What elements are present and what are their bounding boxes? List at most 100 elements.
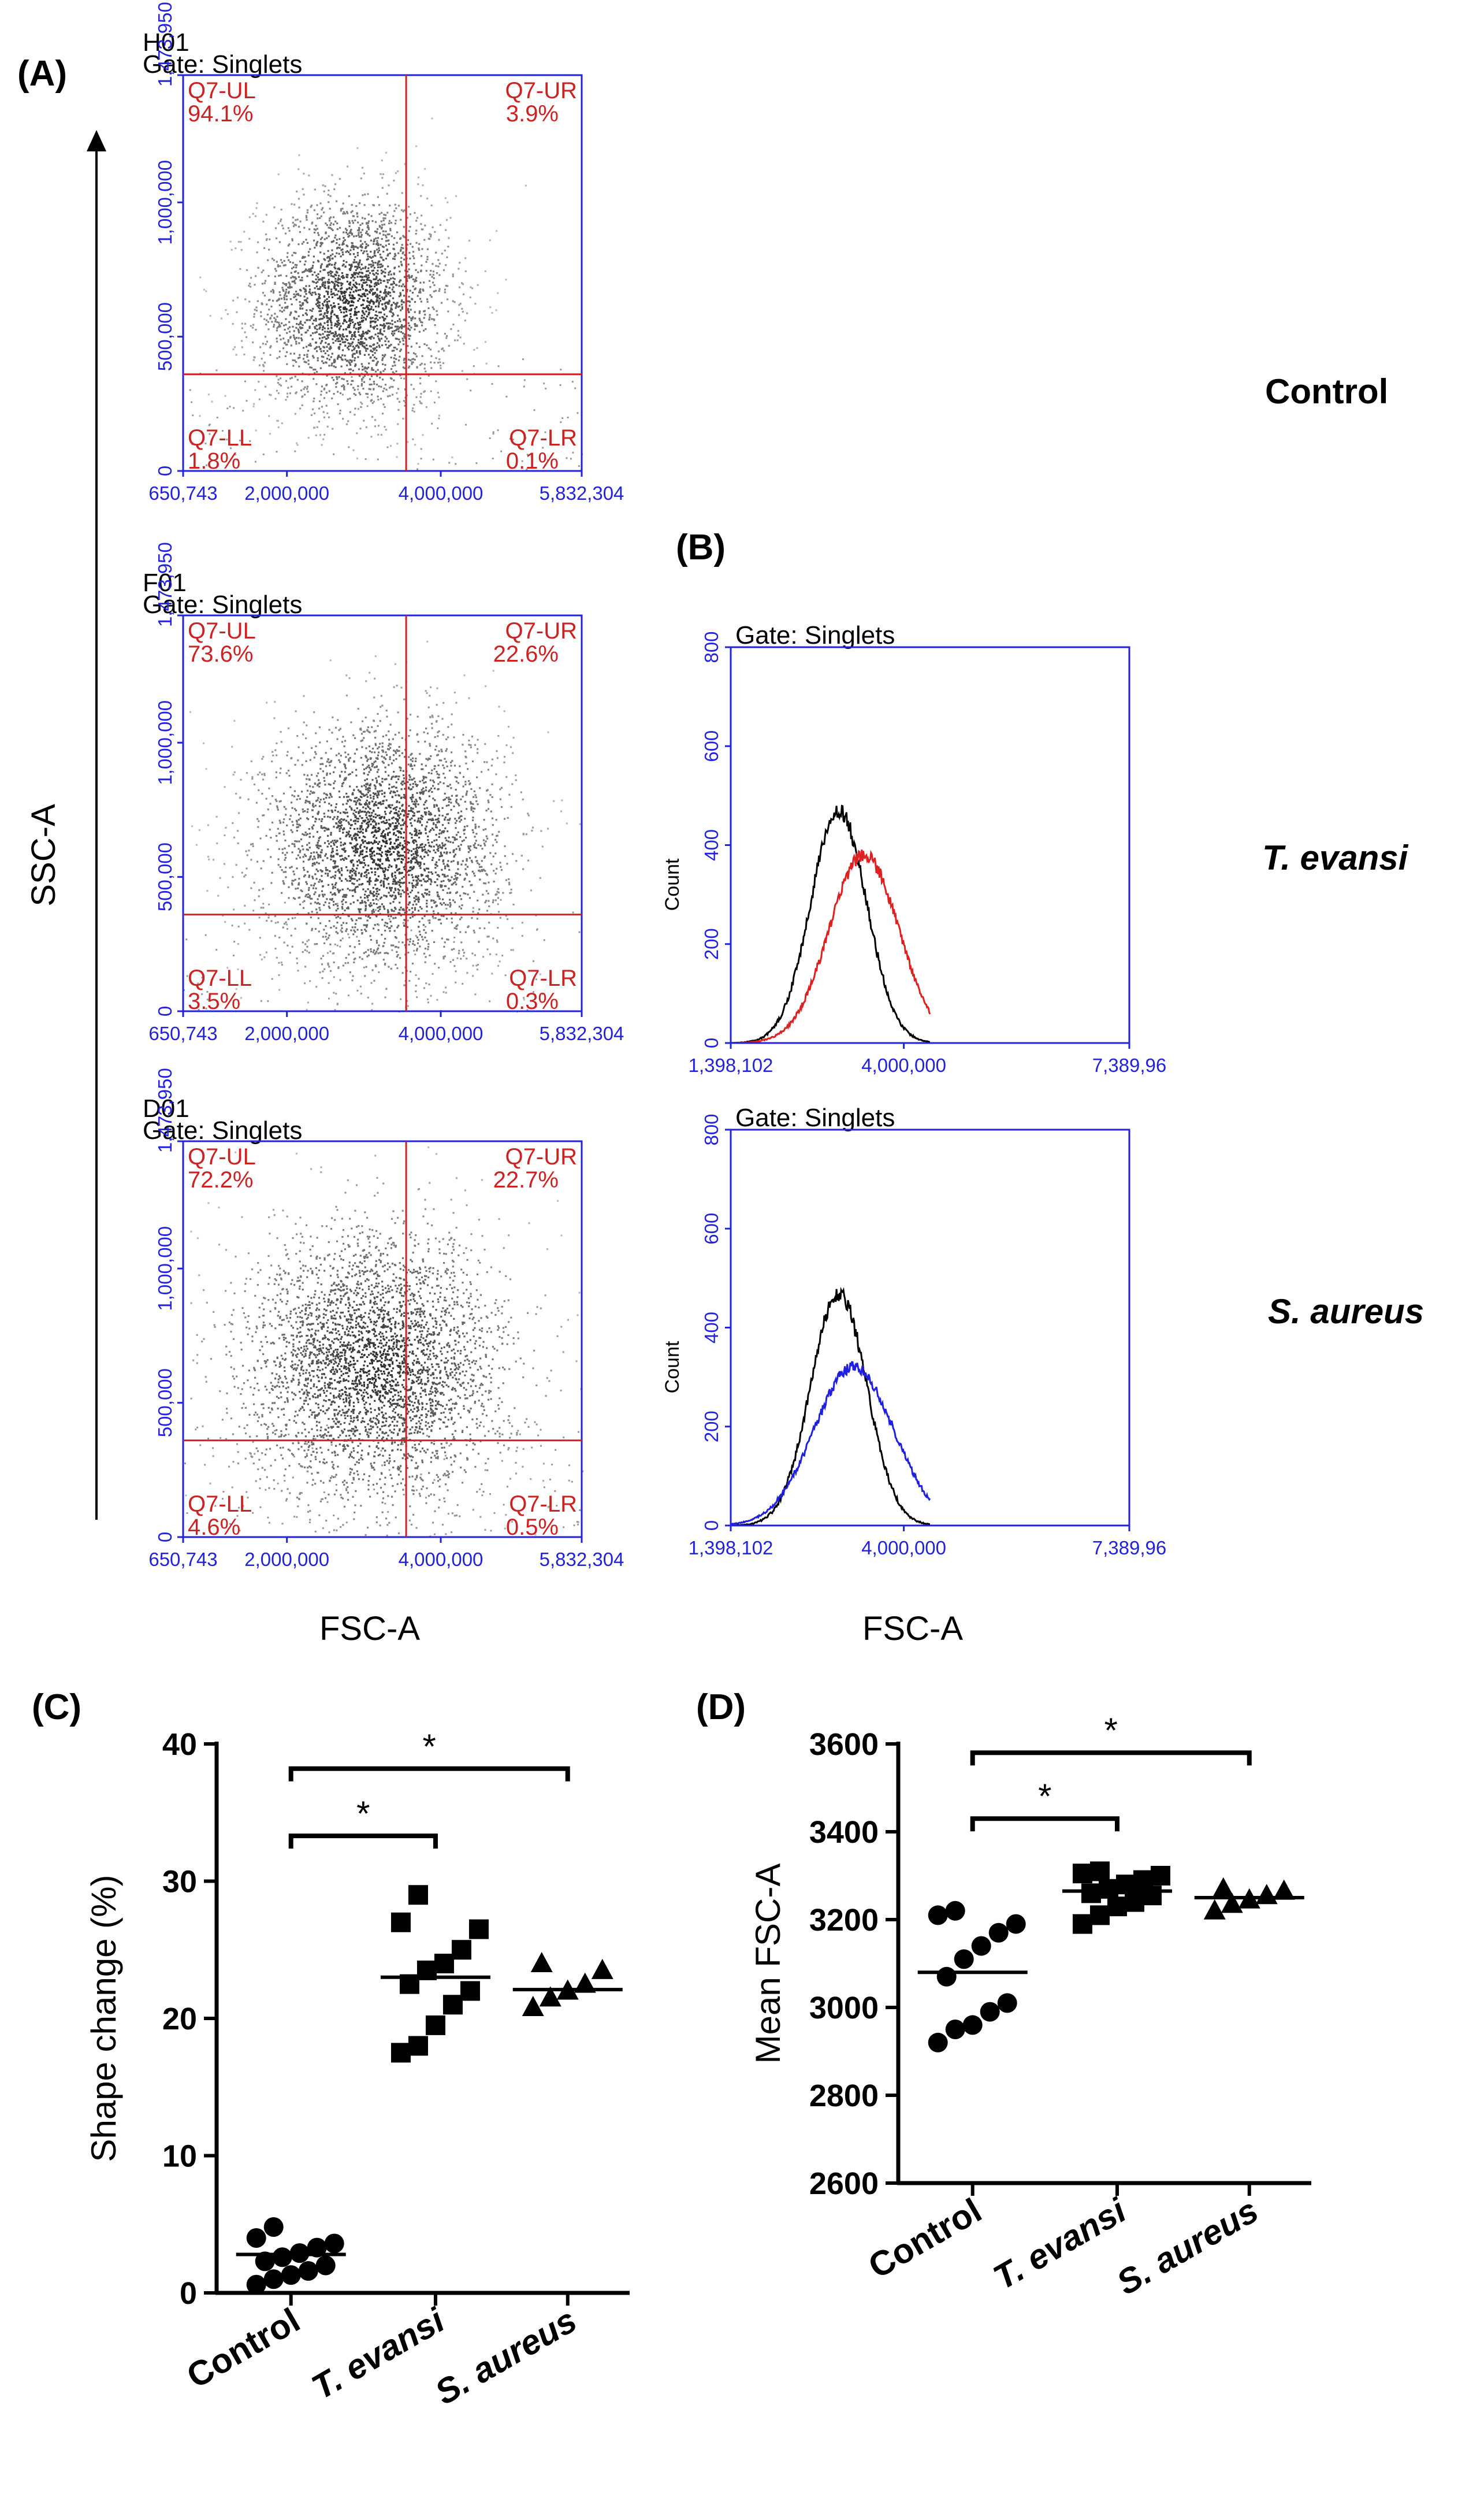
dot-plot-event	[486, 789, 489, 791]
dot-plot-event	[337, 826, 340, 828]
dot-plot-event	[328, 317, 330, 320]
dot-plot-event	[362, 888, 365, 890]
dot-plot-event	[285, 298, 288, 300]
dot-plot-event	[398, 889, 400, 892]
dot-plot-event	[371, 726, 373, 728]
dot-plot-event	[374, 370, 377, 373]
dot-plot-event	[306, 355, 308, 358]
dot-plot-event	[319, 245, 322, 247]
dot-plot-event	[325, 873, 327, 875]
dot-plot-event	[455, 463, 457, 465]
dot-plot-event	[386, 281, 389, 284]
dot-plot-event	[423, 811, 426, 814]
dot-plot-event	[361, 272, 363, 274]
dot-plot-event	[317, 853, 319, 856]
dot-plot-event	[364, 241, 366, 243]
dot-plot-event	[258, 889, 261, 891]
dot-plot-event	[367, 220, 370, 222]
dot-plot-event	[340, 827, 342, 829]
dot-plot-event	[397, 343, 400, 346]
dot-plot-event	[444, 777, 446, 779]
dot-plot-event	[497, 292, 499, 294]
dot-plot-event	[426, 732, 429, 734]
dot-plot-event	[395, 908, 397, 910]
dot-plot-event	[429, 695, 431, 697]
dot-plot-event	[396, 684, 398, 687]
dot-plot-event	[434, 736, 436, 738]
dot-plot-event	[430, 205, 433, 207]
dot-plot-event	[313, 862, 316, 864]
dot-plot-event	[341, 377, 343, 380]
dot-plot-event	[371, 812, 373, 814]
dot-plot-event	[276, 742, 278, 744]
dot-plot-event	[342, 202, 344, 205]
dot-plot-event	[338, 752, 340, 755]
dot-plot-event	[458, 268, 460, 270]
dot-plot-event	[414, 858, 416, 860]
dot-plot-event	[383, 895, 385, 897]
dot-plot-event	[336, 239, 338, 241]
dot-plot-event	[359, 851, 362, 853]
dot-plot-event	[339, 837, 341, 840]
dot-plot-event	[412, 407, 414, 410]
dot-plot-event	[278, 383, 281, 385]
dot-plot-event	[318, 881, 320, 883]
dot-plot-event	[397, 925, 400, 927]
dot-plot-event	[332, 216, 335, 218]
dot-plot-event	[382, 333, 384, 336]
dot-plot-event	[390, 368, 393, 370]
dot-plot-event	[427, 307, 430, 309]
dot-plot-event	[255, 329, 257, 331]
dot-plot-event	[398, 295, 400, 298]
dot-plot-event	[401, 325, 404, 328]
dot-plot-event	[348, 836, 351, 838]
dot-plot-event	[455, 925, 458, 927]
dot-plot-event	[377, 769, 380, 771]
dot-plot-event	[463, 826, 466, 828]
dot-plot-event	[328, 281, 331, 284]
dot-plot-event	[343, 811, 345, 814]
dot-plot-event	[318, 279, 320, 281]
dot-plot-event	[233, 719, 236, 722]
dot-plot-event	[375, 892, 378, 895]
dot-plot-event	[359, 901, 362, 904]
dot-plot-event	[418, 243, 421, 245]
dot-plot-event	[367, 213, 370, 216]
dot-plot-event	[285, 856, 287, 859]
dot-plot-event	[307, 800, 309, 803]
dot-plot-event	[319, 202, 322, 205]
dot-plot-event	[348, 446, 350, 448]
dot-plot-event	[494, 873, 497, 875]
dot-plot-event	[367, 806, 370, 808]
dot-plot-event	[492, 433, 494, 435]
dot-plot-event	[323, 295, 326, 298]
dot-plot-event	[408, 365, 411, 368]
dot-plot-event	[319, 297, 321, 299]
dot-plot-event	[323, 269, 326, 271]
dot-plot-event	[360, 825, 363, 827]
dot-plot-event	[321, 360, 323, 362]
dot-plot-event	[381, 919, 384, 921]
dot-plot-event	[308, 778, 310, 781]
dot-plot-event	[318, 294, 321, 296]
dot-plot-event	[365, 801, 367, 804]
dot-plot-event	[414, 279, 416, 281]
dot-plot-event	[374, 737, 377, 739]
dot-plot-event	[265, 834, 267, 837]
dot-plot-event	[206, 464, 207, 466]
dot-plot-event	[365, 783, 367, 785]
dot-plot-event	[525, 833, 527, 836]
dot-plot-event	[347, 342, 349, 344]
dot-plot-event	[384, 845, 386, 848]
dot-plot-event	[437, 754, 440, 756]
dot-plot-event	[479, 787, 481, 789]
dot-plot-event	[324, 287, 326, 289]
dot-plot-event	[353, 348, 355, 351]
dot-plot-event	[322, 411, 325, 413]
dot-plot-event	[438, 774, 440, 776]
dot-plot-event	[292, 216, 294, 218]
dot-plot-event	[384, 925, 386, 927]
dot-plot-event	[343, 385, 345, 388]
dot-plot-event	[445, 918, 448, 920]
